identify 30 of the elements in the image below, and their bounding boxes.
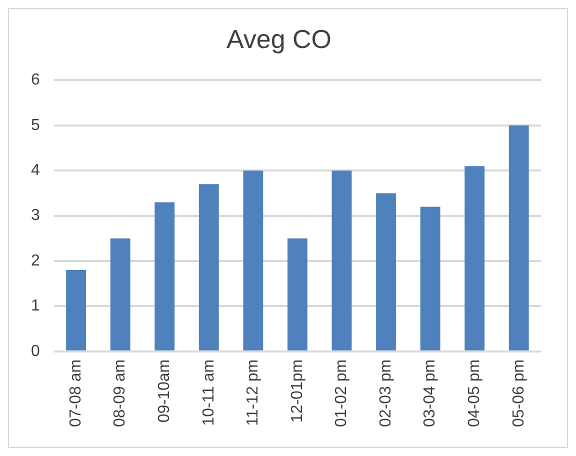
bar [420, 206, 440, 350]
x-tick-label: 07-08 am [67, 359, 84, 427]
x-tick-label: 02-03 pm [377, 359, 394, 427]
y-tick-label: 6 [30, 72, 40, 89]
x-tick-label: 10-11 am [200, 359, 218, 426]
bar [110, 238, 130, 350]
x-tick-label: 03-04 pm [422, 359, 439, 427]
y-tick-label: 2 [30, 252, 40, 270]
y-tick-label: 1 [30, 298, 40, 315]
bar [198, 184, 219, 350]
y-tick-label: 3 [30, 207, 40, 224]
bar [154, 202, 175, 350]
x-tick-label: 08-09 am [112, 359, 129, 427]
y-tick-label: 5 [30, 116, 40, 134]
bar [332, 170, 352, 350]
x-tick-label: 04-05 pm [466, 359, 483, 427]
bar [66, 270, 86, 350]
y-tick-label: 0 [30, 342, 40, 360]
bar [287, 238, 308, 350]
x-tick-label: 05-06 pm [510, 359, 528, 427]
bar [464, 166, 485, 350]
x-tick-label: 09-10am [156, 359, 174, 423]
x-tick-label: 01-02 pm [333, 359, 350, 427]
x-tick-label: 12-01pm [288, 359, 306, 423]
y-tick-label: 4 [30, 162, 40, 180]
bar [508, 125, 529, 350]
bar [376, 193, 396, 350]
chart-title: Aveg CO [226, 24, 332, 54]
bar [243, 170, 264, 350]
x-tick-label: 11-12 pm [244, 359, 262, 426]
